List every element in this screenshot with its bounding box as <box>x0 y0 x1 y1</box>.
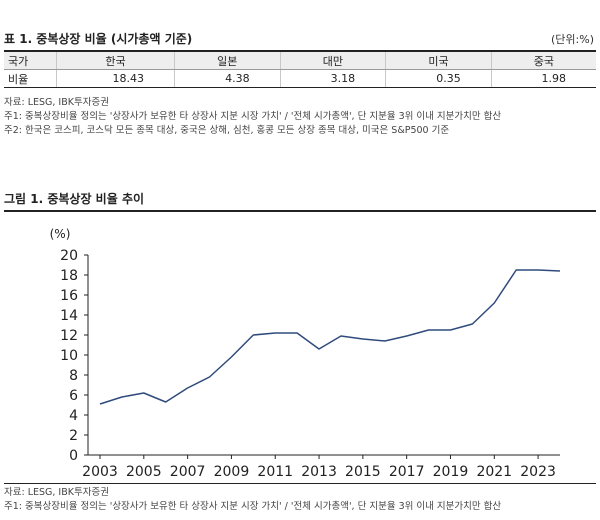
y-tick-label: 20 <box>60 248 78 264</box>
header-usa: 미국 <box>385 52 492 70</box>
y-tick-label: 16 <box>60 288 78 304</box>
header-japan: 일본 <box>174 52 281 70</box>
figure-top-rule <box>4 210 596 212</box>
y-tick-label: 4 <box>69 408 78 424</box>
x-tick-label: 2009 <box>214 464 250 480</box>
value-usa: 0.35 <box>385 69 492 88</box>
x-tick-label: 2003 <box>82 464 118 480</box>
y-tick-label: 14 <box>60 308 78 324</box>
y-tick-label: 6 <box>69 388 78 404</box>
ratio-table: 국가 한국 일본 대만 미국 중국 비율 18.43 4.38 3.18 0.3… <box>4 52 596 88</box>
y-tick-label: 18 <box>60 268 78 284</box>
table-notes: 자료: LESG, IBK투자증권 주1: 중복상장비율 정의는 '상장사가 보… <box>4 96 501 138</box>
value-china: 1.98 <box>490 69 596 88</box>
table-note-2: 주2: 한국은 코스피, 코스닥 모든 종목 대상, 중국은 상해, 심천, 홍… <box>4 125 450 136</box>
y-tick-label: 12 <box>60 328 78 344</box>
table-source-note: 자료: LESG, IBK투자증권 <box>4 97 109 108</box>
x-tick-label: 2015 <box>345 464 381 480</box>
x-tick-label: 2023 <box>520 464 556 480</box>
figure-title: 그림 1. 중복상장 비율 추이 <box>4 192 145 206</box>
y-axis-label: (%) <box>50 227 71 241</box>
x-tick-label: 2017 <box>389 464 425 480</box>
table-top-rule <box>4 50 596 52</box>
header-korea: 한국 <box>55 52 175 70</box>
x-tick-label: 2007 <box>170 464 206 480</box>
header-taiwan: 대만 <box>279 52 386 70</box>
table-header-row: 국가 한국 일본 대만 미국 중국 <box>4 52 596 70</box>
unit-label: (단위:%) <box>551 33 594 46</box>
table-row: 비율 18.43 4.38 3.18 0.35 1.98 <box>4 69 596 88</box>
y-tick-label: 2 <box>69 428 78 444</box>
y-tick-label: 10 <box>60 348 78 364</box>
table-note-1: 주1: 중복상장비율 정의는 '상장사가 보유한 타 상장사 지분 시장 가치'… <box>4 111 502 122</box>
y-tick-label: 8 <box>69 368 78 384</box>
x-tick-label: 2021 <box>476 464 512 480</box>
x-tick-label: 2011 <box>257 464 293 480</box>
header-country: 국가 <box>4 52 57 70</box>
x-tick-label: 2019 <box>433 464 469 480</box>
figure-note-1: 주1: 중복상장비율 정의는 '상장사가 보유한 타 상장사 지분 시장 가치'… <box>4 501 502 512</box>
figure-notes: 자료: LESG, IBK투자증권 주1: 중복상장비율 정의는 '상장사가 보… <box>4 486 501 514</box>
x-tick-label: 2005 <box>126 464 162 480</box>
figure-source-note: 자료: LESG, IBK투자증권 <box>4 487 109 498</box>
value-taiwan: 3.18 <box>279 69 386 88</box>
series-line <box>99 269 561 405</box>
row-label: 비율 <box>4 69 57 88</box>
table-title: 표 1. 중복상장 비율 (시가총액 기준) <box>4 32 193 46</box>
x-tick-label: 2013 <box>301 464 337 480</box>
header-china: 중국 <box>490 52 596 70</box>
figure-bottom-rule <box>4 483 596 484</box>
value-korea: 18.43 <box>55 69 175 88</box>
value-japan: 4.38 <box>174 69 281 88</box>
y-tick-label: 0 <box>69 448 78 464</box>
